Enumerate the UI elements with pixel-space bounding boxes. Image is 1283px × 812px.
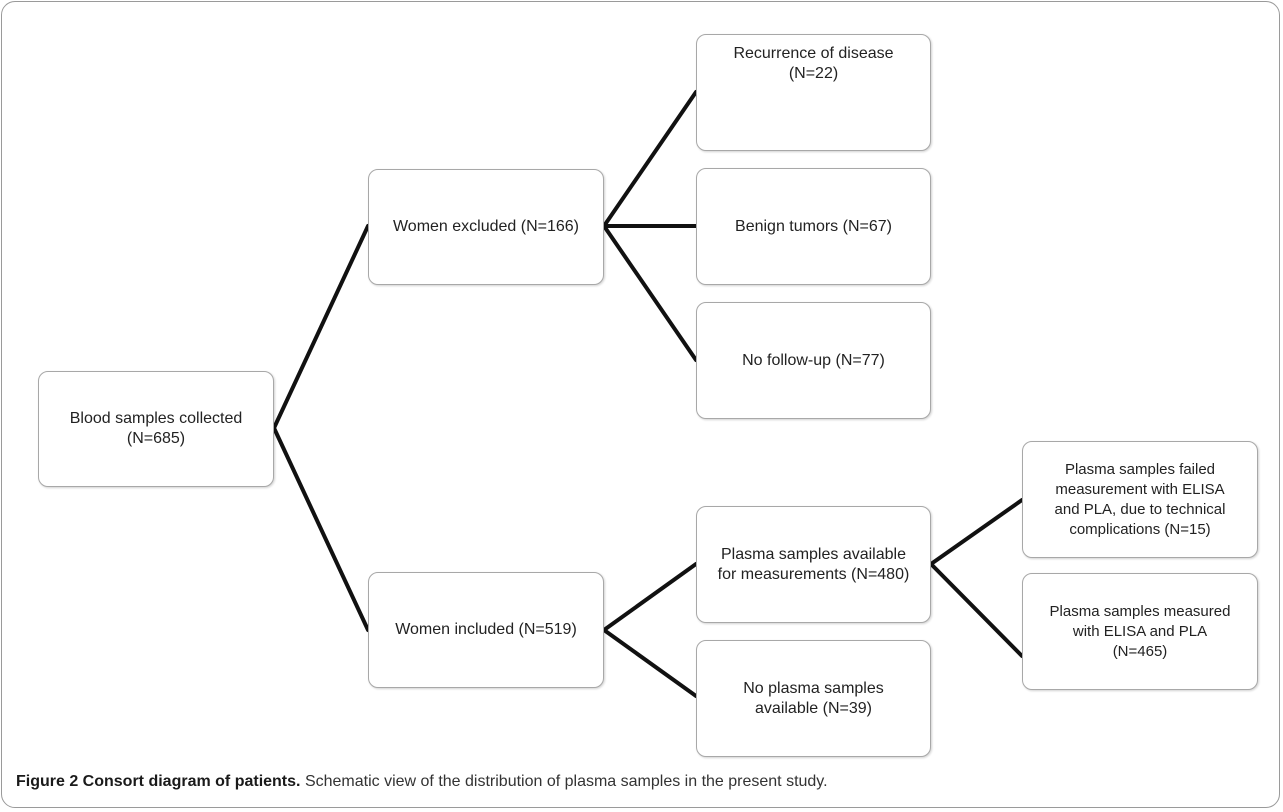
node-plasma-failed: Plasma samples failed measurement with E… [1022,441,1258,558]
node-no-plasma: No plasma samples available (N=39) [696,640,931,757]
connector-blood-included [272,426,370,632]
node-text: Women excluded (N=166) [392,218,580,235]
node-benign-tumors: Benign tumors (N=67) [696,168,931,285]
node-women-included: Women included (N=519) [368,572,604,688]
node-text: No follow-up (N=77) [742,351,885,369]
figure-caption: Figure 2 Consort diagram of patients. Sc… [16,773,828,791]
node-text: available (N=39) [755,699,872,717]
node-text: and PLA, due to technical [1054,500,1226,518]
node-text: Blood samples collected [69,410,243,427]
node-text: with ELISA and PLA [1072,622,1208,640]
node-text: Plasma samples failed [1064,460,1216,478]
node-text: Women included (N=519) [395,621,577,638]
node-women-excluded: Women excluded (N=166) [368,169,604,285]
connector-excluded-nofollowup [602,224,698,362]
node-recurrence: Recurrence of disease (N=22) [696,34,931,151]
node-text: (N=22) [788,65,839,82]
node-text: Benign tumors (N=67) [735,217,892,235]
node-text: Plasma samples available [721,545,906,563]
node-plasma-available: Plasma samples available for measurement… [696,506,931,623]
connector-excluded-recurrence [602,90,698,228]
node-text: Plasma samples measured [1049,602,1231,620]
connector-blood-excluded [272,224,370,430]
node-plasma-measured: Plasma samples measured with ELISA and P… [1022,573,1258,690]
connector-available-measured [929,562,1024,658]
node-text: measurement with ELISA [1055,480,1225,498]
caption-label: Figure 2 Consort diagram of patients. [16,773,301,790]
node-no-follow-up: No follow-up (N=77) [696,302,931,419]
node-blood-samples: Blood samples collected (N=685) [38,371,274,487]
node-text: for measurements (N=480) [717,565,910,583]
caption-text: Schematic view of the distribution of pl… [304,773,828,790]
node-text: No plasma samples [743,679,884,697]
connector-included-available [602,562,698,632]
node-text: (N=465) [1112,642,1168,660]
connector-included-noplasma [602,628,698,698]
node-text: (N=685) [126,430,186,447]
node-text: complications (N=15) [1069,520,1211,538]
connector-available-failed [929,498,1024,566]
node-text: Recurrence of disease [733,45,894,62]
